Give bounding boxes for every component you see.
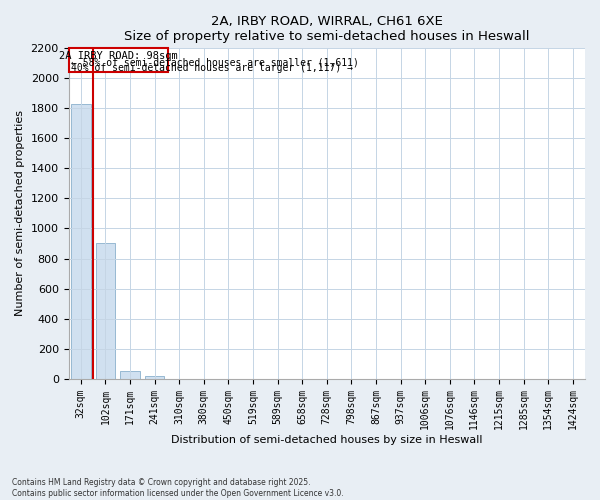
Text: Contains HM Land Registry data © Crown copyright and database right 2025.
Contai: Contains HM Land Registry data © Crown c… (12, 478, 344, 498)
Title: 2A, IRBY ROAD, WIRRAL, CH61 6XE
Size of property relative to semi-detached house: 2A, IRBY ROAD, WIRRAL, CH61 6XE Size of … (124, 15, 530, 43)
Bar (145, 376, 164, 378)
FancyBboxPatch shape (69, 48, 168, 72)
Text: ← 58% of semi-detached houses are smaller (1,611): ← 58% of semi-detached houses are smalle… (71, 58, 359, 68)
Bar (95, 244, 115, 378)
Text: 40% of semi-detached houses are larger (1,117) →: 40% of semi-detached houses are larger (… (71, 62, 353, 72)
Bar (71, 104, 91, 378)
Bar (120, 371, 140, 378)
Text: 2A IRBY ROAD: 98sqm: 2A IRBY ROAD: 98sqm (59, 51, 178, 61)
Y-axis label: Number of semi-detached properties: Number of semi-detached properties (15, 110, 25, 316)
X-axis label: Distribution of semi-detached houses by size in Heswall: Distribution of semi-detached houses by … (171, 435, 482, 445)
